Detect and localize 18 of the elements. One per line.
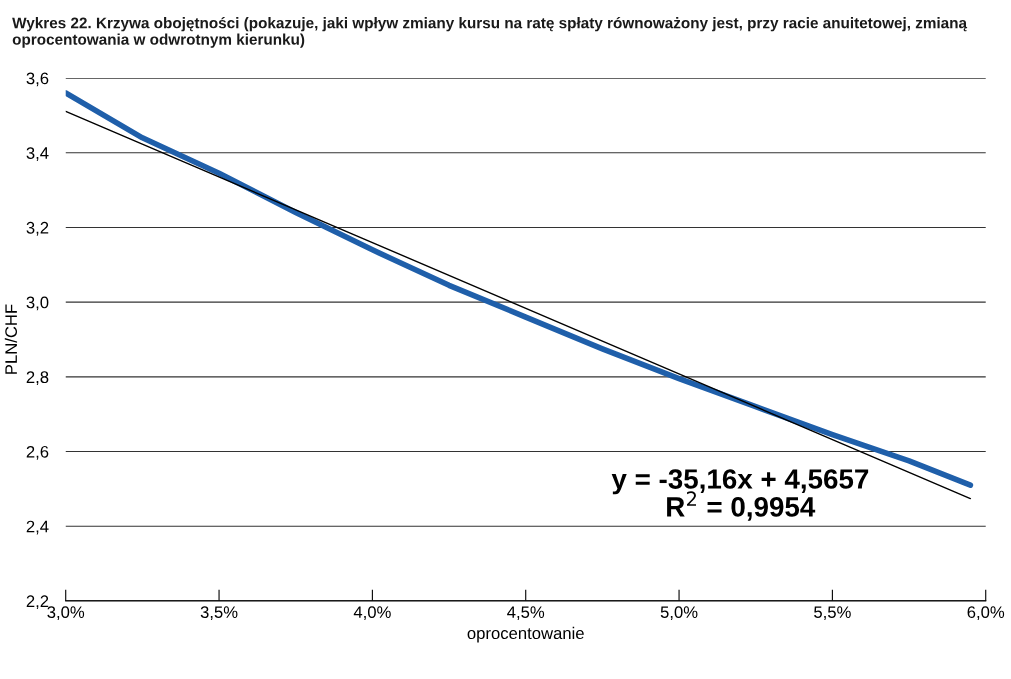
y-tick-label: 3,6 [26,72,49,87]
y-tick-label: 3,4 [26,147,49,161]
y-tick-label: 2,2 [26,595,49,610]
y-tick-label: 2,6 [26,445,49,460]
x-tick-label: 4,5% [507,606,545,620]
x-tick-label: 3,5% [200,606,238,620]
x-axis-title: oprocentowanie [467,626,584,643]
y-tick-label: 2,4 [26,520,49,535]
y-axis-title: PLN/CHF [4,304,18,374]
y-tick-label: 3,0 [26,296,49,311]
x-tick-label: 5,5% [814,606,851,620]
x-tick-label: 3,0% [47,606,85,620]
y-tick-label: 2,8 [26,371,49,386]
x-tick-label: 5,0% [660,606,698,620]
chart-title: Wykres 22. Krzywa obojętności (pokazuje, jaki wpływ zmiany kursu na ratę spłaty równoważony jest, przy racie anuitetowej, zmianą oprocentowania w odwrotnym kierunku) [12,16,968,48]
x-tick-label: 4,0% [353,606,391,620]
y-tick-label: 3,2 [26,221,49,236]
x-tick-label: 6,0% [967,606,1005,620]
